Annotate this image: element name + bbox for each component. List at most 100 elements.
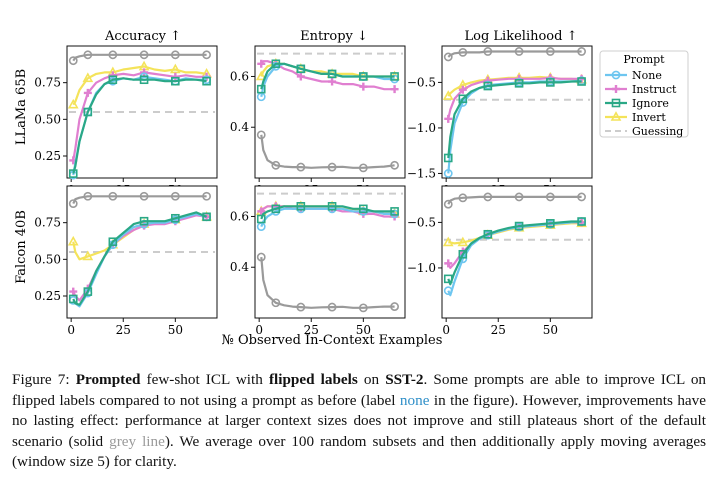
point-ignore (139, 75, 149, 85)
point-instruct (69, 287, 78, 296)
caption-text: on (357, 371, 386, 388)
y-tick-label: 0.4 (230, 120, 249, 134)
point-default (296, 302, 306, 312)
point-ignore (139, 216, 149, 226)
x-tick-label: 25 (304, 323, 319, 337)
caption-bold-flipped-labels: flipped labels (268, 371, 358, 388)
series-line-default (260, 134, 395, 169)
point-ignore (202, 212, 211, 222)
column-title-accuracy: Accuracy ↑ (104, 29, 181, 44)
series-line-instruct (447, 76, 582, 120)
point-invert (67, 235, 79, 246)
point-ignore (68, 294, 78, 304)
legend-box (599, 50, 689, 138)
point-ignore (171, 213, 180, 223)
legend-item-invert: Invert (632, 111, 666, 124)
point-ignore (458, 249, 468, 259)
point-default (458, 47, 468, 57)
point-ignore (327, 69, 337, 79)
point-default (108, 50, 118, 60)
point-invert (169, 63, 181, 74)
series-line-ignore (447, 220, 582, 286)
point-ignore (359, 72, 368, 81)
point-instruct (444, 114, 453, 123)
y-tick-label: −0.5 (407, 75, 436, 89)
point-ignore (483, 229, 493, 239)
point-ignore (390, 207, 399, 216)
point-default (271, 298, 281, 308)
y-tick-label: 0.4 (230, 260, 249, 274)
series-line-instruct (72, 71, 207, 161)
point-ignore (68, 169, 78, 178)
y-tick-label: 0.25 (34, 149, 61, 163)
legend-title: Prompt (623, 53, 665, 66)
point-default (514, 47, 524, 56)
point-default (390, 160, 399, 170)
point-default (577, 192, 586, 202)
point-ignore (443, 274, 453, 284)
point-none (443, 169, 453, 178)
point-default (139, 191, 149, 201)
point-default (108, 191, 118, 201)
x-tick-label: 50 (543, 323, 558, 337)
point-default (202, 191, 211, 201)
legend-marker-none (611, 70, 621, 80)
y-tick-label: −1.5 (407, 166, 436, 180)
point-ignore (359, 204, 368, 214)
point-invert (457, 236, 469, 247)
point-default (443, 199, 453, 209)
point-default (514, 192, 524, 202)
point-ignore (327, 202, 337, 211)
panel-log-likelihood-falcon-40b: 0 25 50 −0.5 −1.0 (407, 185, 593, 337)
point-instruct (257, 59, 266, 68)
column-title-log-likelihood: Log Likelihood ↑ (465, 29, 578, 44)
point-ignore (296, 202, 306, 211)
point-instruct (83, 88, 92, 97)
column-title-entropy: Entropy ↓ (300, 29, 368, 44)
point-default (545, 192, 555, 202)
caption-text: ). We average over 100 random subsets an… (12, 432, 706, 471)
y-tick-label: 0.6 (230, 69, 249, 83)
point-default (170, 191, 180, 201)
series-line-default (260, 257, 395, 309)
point-instruct (296, 72, 305, 81)
point-invert (442, 90, 454, 100)
point-instruct (257, 207, 266, 216)
panels: 0 25 50 0.25 0.50 0.75 0 25 50 0.4 0.6 0 25 50 −0.5 −1.… (34, 45, 593, 337)
legend-marker-instruct (612, 85, 620, 93)
legend-item-guessing: Guessing (632, 125, 683, 138)
x-tick-label: 50 (168, 323, 183, 337)
row-labels: LLaMa 65B Falcon 40B (14, 69, 29, 284)
figure-7-plots: Accuracy ↑ Entropy ↓ Log Likelihood ↑ LL… (14, 29, 689, 348)
point-default (358, 163, 368, 173)
point-default (83, 191, 93, 201)
y-tick-label: 0.6 (230, 209, 249, 223)
point-invert (82, 72, 94, 83)
point-default (483, 47, 493, 56)
point-none (443, 286, 453, 296)
point-default (577, 47, 586, 56)
legend-item-ignore: Ignore (632, 97, 669, 110)
y-tick-label: 0.75 (34, 216, 61, 230)
x-tick-label: 25 (491, 323, 506, 337)
series-line-ignore (447, 80, 582, 159)
y-tick-label: −0.5 (407, 215, 436, 229)
y-tick-label: 0.75 (34, 76, 61, 90)
point-instruct (458, 85, 467, 94)
series-line-invert (72, 65, 207, 106)
legend-item-instruct: Instruct (632, 83, 677, 96)
y-tick-label: 0.50 (34, 112, 61, 126)
point-instruct (390, 85, 399, 94)
caption-none-label: none (399, 391, 430, 409)
point-ignore (514, 79, 524, 88)
y-tick-label: −1.0 (407, 121, 436, 135)
point-default (545, 47, 555, 56)
caption-bold-prompted: Prompted (75, 371, 141, 388)
x-tick-label: 0 (255, 323, 263, 337)
column-titles: Accuracy ↑ Entropy ↓ Log Likelihood ↑ (104, 29, 577, 44)
point-default (83, 50, 93, 60)
series-line-ignore (72, 77, 207, 174)
